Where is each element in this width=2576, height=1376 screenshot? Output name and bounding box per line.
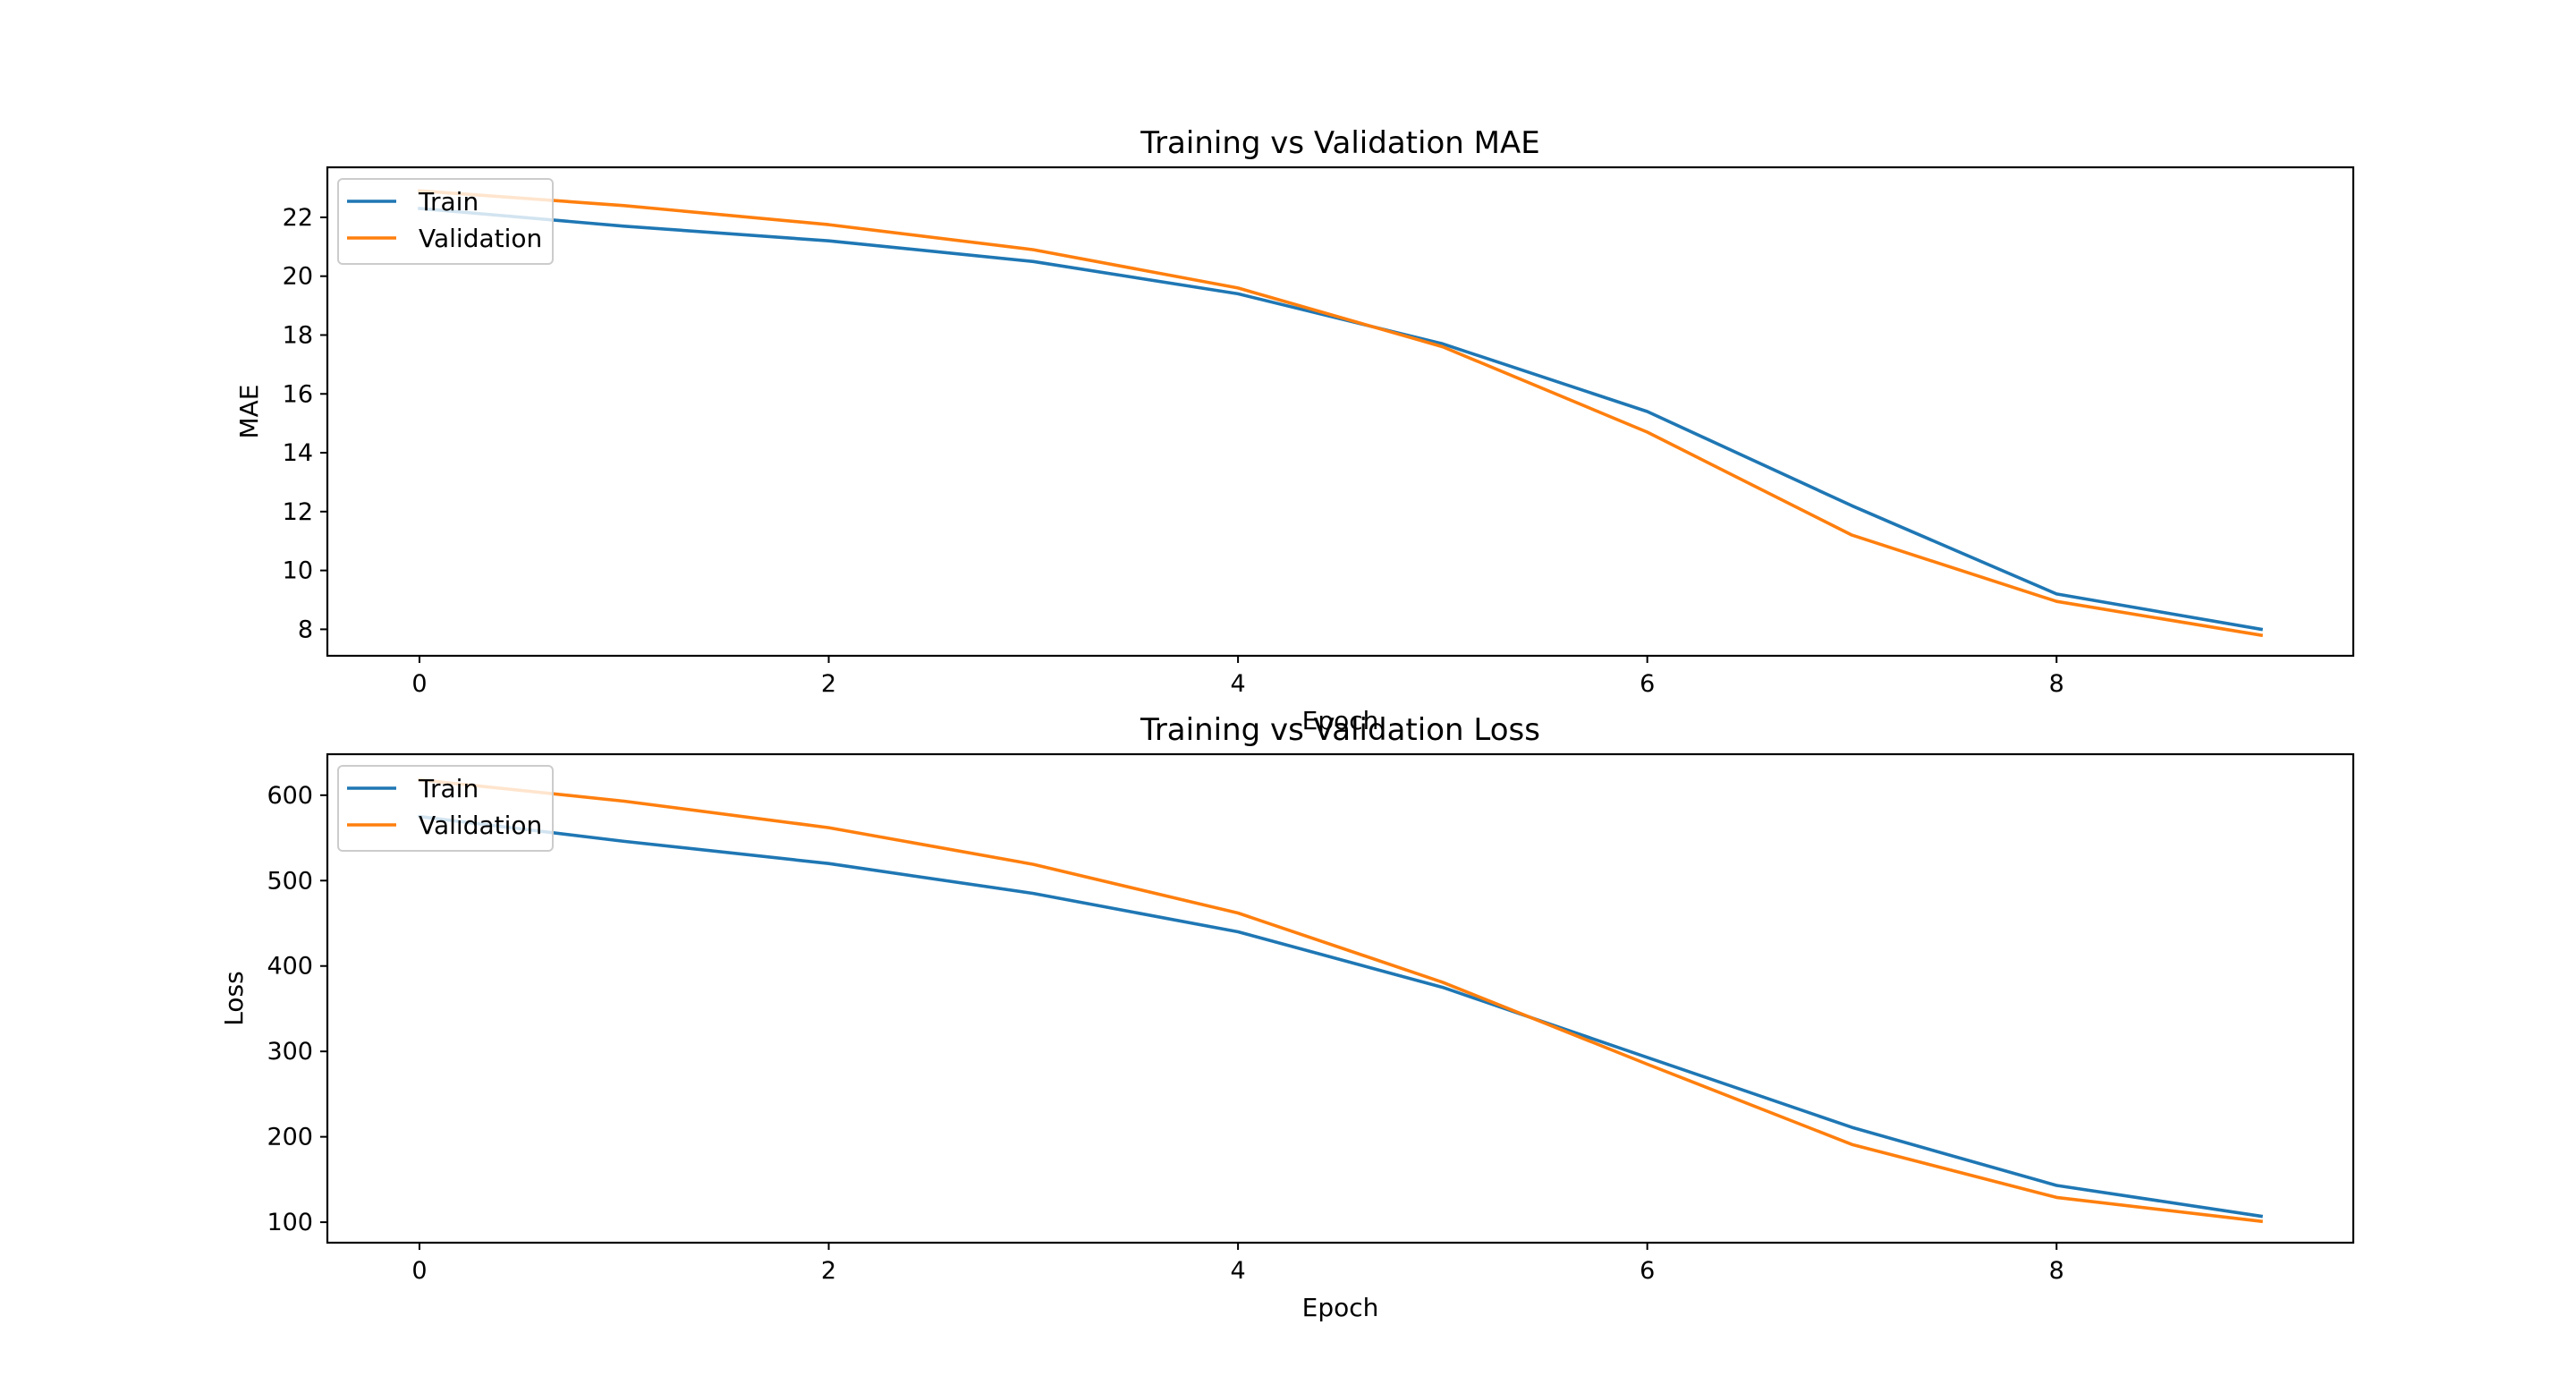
mae-x-tick-label: 8 <box>2049 670 2064 698</box>
mae-y-tick-label: 18 <box>283 321 313 349</box>
loss-series-train-line <box>417 814 2264 1219</box>
loss-chart-legend: Train Validation <box>337 765 554 852</box>
loss-legend-train-label: Train <box>418 774 479 803</box>
mae-x-tick-label: 2 <box>821 670 836 698</box>
loss-x-tick-label: 4 <box>1231 1257 1246 1285</box>
loss-x-tick-label: 6 <box>1640 1257 1655 1285</box>
loss-chart-x-axis-label: Epoch <box>1302 1293 1379 1322</box>
mae-legend-validation-label: Validation <box>419 224 542 253</box>
mae-chart-x-ticks: 0 2 4 6 8 <box>411 656 2064 698</box>
mae-y-tick-label: 12 <box>283 498 313 526</box>
mae-y-tick-label: 14 <box>283 439 313 467</box>
loss-series-validation-line <box>418 777 2263 1224</box>
loss-y-tick-label: 600 <box>267 782 313 810</box>
mae-legend-train-label: Train <box>418 187 479 217</box>
mae-y-tick-label: 16 <box>283 380 313 408</box>
mae-chart-x-axis-label: Epoch <box>1302 706 1379 735</box>
loss-chart-x-ticks: 0 2 4 6 8 <box>411 1243 2064 1285</box>
mae-y-tick-label: 10 <box>283 557 313 585</box>
mae-chart-lines <box>418 189 2264 638</box>
loss-y-tick-label: 200 <box>267 1124 313 1151</box>
mae-y-tick-label: 22 <box>283 204 313 232</box>
loss-x-tick-label: 8 <box>2049 1257 2064 1285</box>
mae-x-tick-label: 0 <box>411 670 427 698</box>
mae-chart-y-axis-label: MAE <box>234 384 264 438</box>
loss-y-tick-label: 300 <box>267 1038 313 1066</box>
loss-chart: 0 2 4 6 8 100 200 300 400 500 600 Training vs Val… <box>219 712 2355 1322</box>
loss-y-tick-label: 100 <box>267 1209 313 1236</box>
loss-x-tick-label: 2 <box>821 1257 836 1285</box>
mae-y-tick-label: 8 <box>298 616 313 643</box>
mae-chart-y-ticks: 8 10 12 14 16 18 20 22 <box>283 204 327 643</box>
mae-chart-title: Training vs Validation MAE <box>1140 125 1539 161</box>
loss-chart-y-axis-label: Loss <box>219 971 249 1025</box>
loss-y-tick-label: 400 <box>267 953 313 981</box>
loss-chart-lines <box>417 777 2264 1224</box>
loss-x-tick-label: 0 <box>411 1257 427 1285</box>
mae-chart-frame <box>326 166 2355 658</box>
mae-chart-legend: Train Validation <box>337 178 554 265</box>
mae-series-validation-line <box>418 189 2264 638</box>
loss-y-tick-label: 500 <box>267 867 313 895</box>
loss-chart-frame <box>326 752 2355 1244</box>
loss-legend-validation-label: Validation <box>419 811 542 840</box>
mae-chart: 0 2 4 6 8 8 10 12 14 16 18 20 22 Training vs Valida… <box>234 125 2355 735</box>
mae-x-tick-label: 4 <box>1231 670 1246 698</box>
loss-chart-title: Training vs Validation Loss <box>1140 712 1540 748</box>
mae-x-tick-label: 6 <box>1640 670 1655 698</box>
mae-y-tick-label: 20 <box>283 263 313 291</box>
loss-chart-y-ticks: 100 200 300 400 500 600 <box>267 782 327 1236</box>
